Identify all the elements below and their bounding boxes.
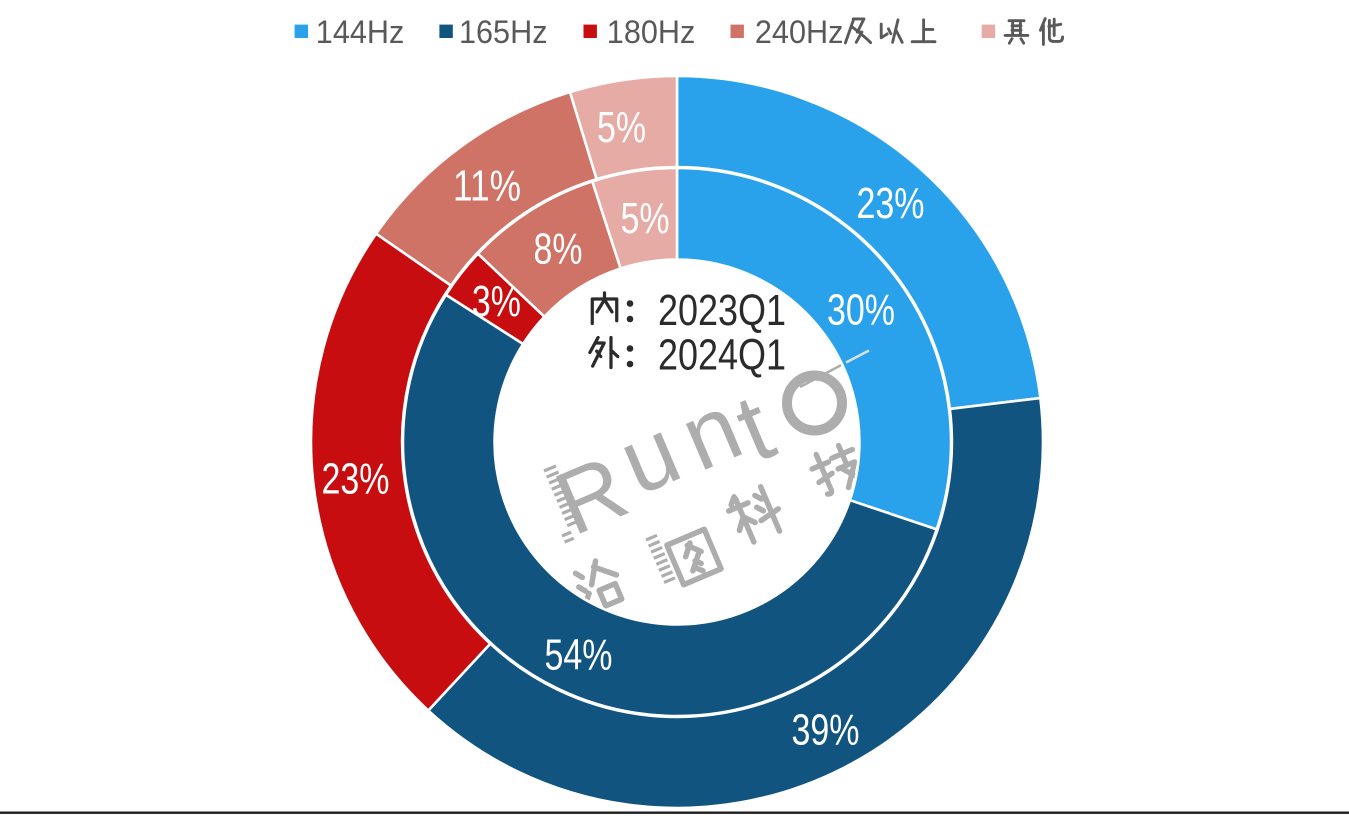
svg-text:240Hz: 240Hz (755, 14, 844, 50)
svg-text:144Hz: 144Hz (316, 14, 405, 50)
svg-text:11%: 11% (453, 162, 521, 211)
svg-text:3%: 3% (472, 277, 521, 326)
svg-text:5%: 5% (597, 103, 646, 152)
svg-text:54%: 54% (545, 630, 613, 679)
svg-text:2024Q1: 2024Q1 (658, 331, 786, 380)
svg-text:30%: 30% (827, 285, 895, 334)
svg-text:23%: 23% (322, 455, 390, 504)
svg-text:165Hz: 165Hz (459, 14, 548, 50)
svg-text:23%: 23% (857, 179, 925, 228)
svg-text:5%: 5% (621, 194, 670, 243)
svg-text:8%: 8% (534, 225, 583, 274)
svg-text:39%: 39% (792, 706, 860, 755)
svg-text:2023Q1: 2023Q1 (658, 286, 786, 335)
svg-text:180Hz: 180Hz (607, 14, 696, 50)
